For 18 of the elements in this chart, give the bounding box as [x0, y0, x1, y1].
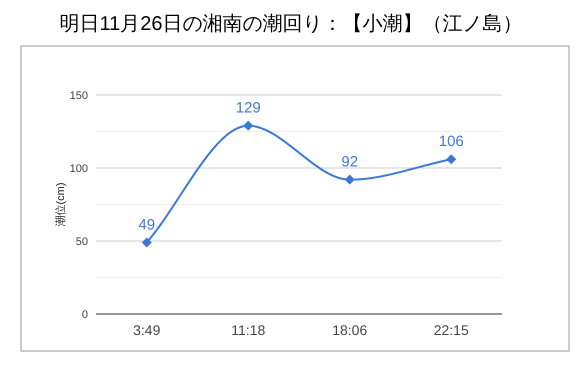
x-tick-label: 3:49 [133, 322, 161, 338]
point [243, 120, 254, 131]
data-label: 92 [341, 154, 358, 171]
x-tick-label: 22:15 [434, 322, 469, 338]
y-axis-title: 潮位(cm) [54, 182, 67, 226]
x-tick-label: 11:18 [231, 322, 266, 338]
data-label: 106 [438, 133, 464, 150]
y-tick-label: 0 [82, 309, 88, 321]
data-label: 129 [236, 100, 261, 117]
y-tick-label: 50 [76, 236, 88, 248]
y-tick-label: 150 [70, 90, 88, 102]
y-tick-label: 100 [70, 163, 88, 175]
point [344, 174, 355, 185]
x-tick-label: 18:06 [332, 322, 368, 338]
chart-title: 明日11月26日の湘南の潮回り：【小潮】（江ノ島） [59, 13, 523, 35]
data-label: 49 [138, 216, 156, 234]
point [142, 237, 152, 248]
point [446, 154, 456, 164]
